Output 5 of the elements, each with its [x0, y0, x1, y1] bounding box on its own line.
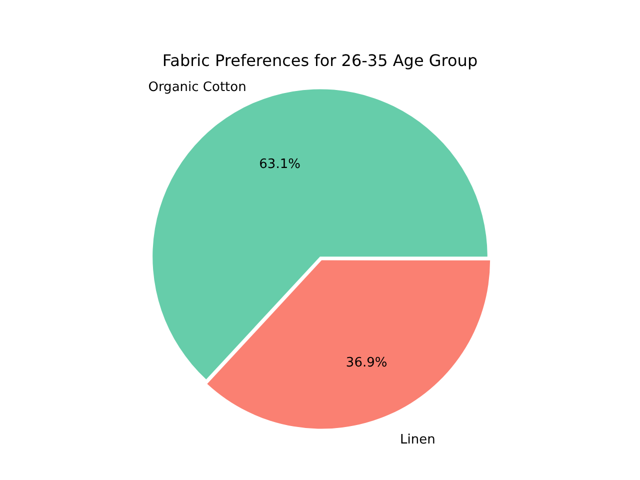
slice-label: Linen [400, 432, 436, 448]
data-label: 63.1% [259, 156, 300, 172]
data-label: 36.9% [346, 356, 388, 371]
chart-title: Fabric Preferences for 26-35 Age Group [162, 50, 478, 70]
slice-label: Organic Cotton [148, 80, 246, 96]
